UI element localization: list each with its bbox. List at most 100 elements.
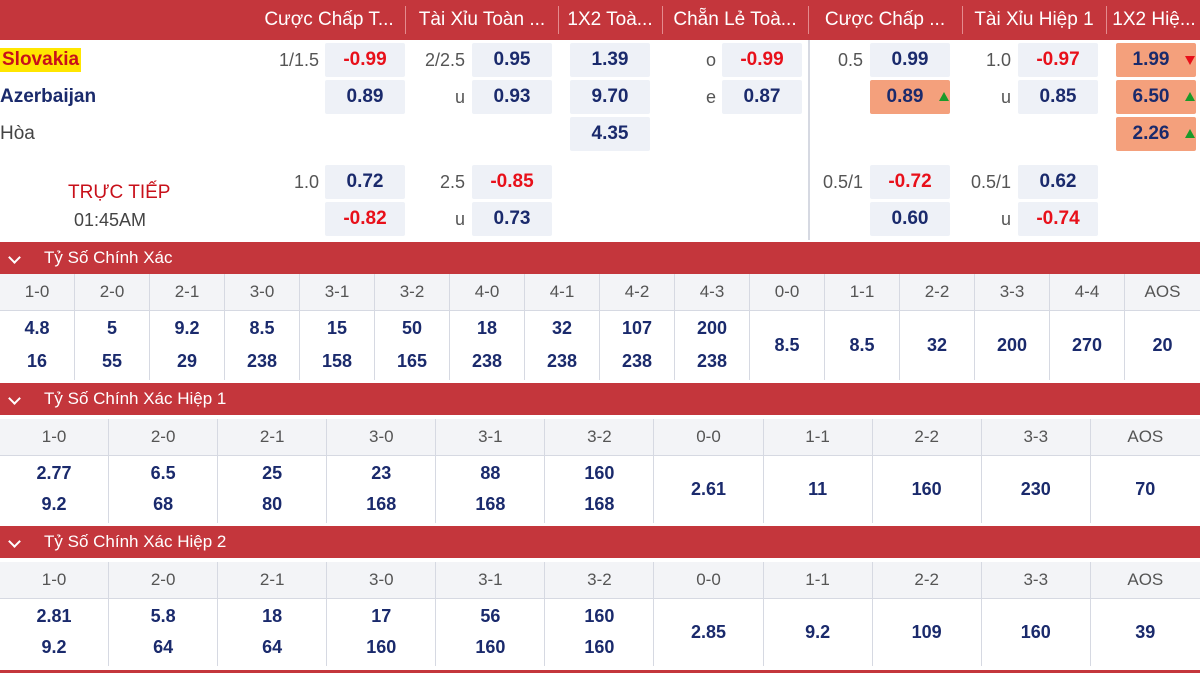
score-odds-cell[interactable]: 2.61 [654, 455, 764, 523]
home-score-odd[interactable]: 56 [480, 606, 501, 627]
away-score-odd[interactable]: 9.2 [41, 637, 67, 658]
away-score-odd[interactable]: 168 [475, 494, 506, 515]
score-odds-cell[interactable]: 5.8 64 [109, 598, 219, 666]
home-score-odd[interactable]: 107 [621, 318, 653, 339]
away-score-odd[interactable]: 55 [101, 350, 123, 371]
score-odds-cell[interactable]: 8.5 [825, 310, 900, 380]
home-score-odd[interactable]: 18 [476, 318, 498, 339]
home-score-odd[interactable]: 18 [262, 606, 283, 627]
draw-score-odd[interactable]: 11 [808, 478, 828, 499]
over-odd[interactable]: 0.95 [472, 43, 552, 77]
home-team-name[interactable]: Slovakia [0, 48, 82, 72]
home-score-odd[interactable]: 200 [696, 318, 728, 339]
score-odds-cell[interactable]: 230 [982, 455, 1091, 523]
chevron-down-icon[interactable] [8, 392, 21, 405]
under-odd[interactable]: 0.93 [472, 80, 552, 114]
draw-score-odd[interactable]: 32 [926, 334, 948, 355]
score-odds-cell[interactable]: 17 160 [327, 598, 437, 666]
away-score-odd[interactable]: 238 [621, 350, 653, 371]
away-score-odd[interactable]: 64 [262, 637, 283, 658]
draw-score-odd[interactable]: 8.5 [849, 334, 875, 355]
exact-score-half1-section-header[interactable]: Tỷ Số Chính Xác Hiệp 1 [0, 383, 1200, 415]
draw-score-odd[interactable]: 20 [1152, 334, 1173, 355]
away-score-odd[interactable]: 160 [584, 637, 615, 658]
away-score-odd[interactable]: 9.2 [41, 494, 67, 515]
score-odds-cell[interactable]: 200 [975, 310, 1050, 380]
away-score-odd[interactable]: 238 [246, 350, 278, 371]
draw-score-odd[interactable]: 109 [911, 621, 942, 642]
score-odds-cell[interactable]: 50 165 [375, 310, 450, 380]
score-odds-cell[interactable]: 109 [873, 598, 982, 666]
away-score-odd[interactable]: 16 [26, 350, 48, 371]
score-odds-cell[interactable]: 2.85 [654, 598, 764, 666]
away-score-odd[interactable]: 238 [696, 350, 728, 371]
draw-score-odd[interactable]: 9.2 [805, 621, 831, 642]
away-score-odd[interactable]: 29 [176, 350, 198, 371]
half1-over-odd[interactable]: -0.97 [1018, 43, 1098, 77]
score-odds-cell[interactable]: 8.5 [750, 310, 825, 380]
away-score-odd[interactable]: 68 [153, 494, 174, 515]
score-odds-cell[interactable]: 32 238 [525, 310, 600, 380]
away-score-odd[interactable]: 80 [262, 494, 283, 515]
home-score-odd[interactable]: 9.2 [174, 318, 200, 339]
score-odds-cell[interactable]: 160 160 [545, 598, 655, 666]
handicap-home-odd[interactable]: -0.99 [325, 43, 405, 77]
chevron-down-icon[interactable] [8, 251, 21, 264]
score-odds-cell[interactable]: 25 80 [218, 455, 328, 523]
alt-half1-handicap-home-odd[interactable]: -0.72 [870, 165, 950, 199]
chevron-down-icon[interactable] [8, 535, 21, 548]
score-odds-cell[interactable]: 160 168 [545, 455, 655, 523]
draw-score-odd[interactable]: 39 [1135, 621, 1156, 642]
header-odd-even-fulltime[interactable]: Chẵn Lẻ Toà... [673, 9, 797, 30]
score-odds-cell[interactable]: 9.2 29 [150, 310, 225, 380]
score-odds-cell[interactable]: 88 168 [436, 455, 546, 523]
home-score-odd[interactable]: 5 [106, 318, 117, 339]
score-odds-cell[interactable]: 18 238 [450, 310, 525, 380]
draw-score-odd[interactable]: 230 [1020, 478, 1051, 499]
score-odds-cell[interactable]: 15 158 [300, 310, 375, 380]
score-odds-cell[interactable]: 5 55 [75, 310, 150, 380]
score-odds-cell[interactable]: 9.2 [764, 598, 873, 666]
home-score-odd[interactable]: 2.77 [36, 463, 72, 484]
half1-1x2-draw-odd[interactable]: 2.26 [1116, 117, 1196, 151]
alt-handicap-home-odd[interactable]: 0.72 [325, 165, 405, 199]
alt-over-odd[interactable]: -0.85 [472, 165, 552, 199]
score-odds-cell[interactable]: 107 238 [600, 310, 675, 380]
home-score-odd[interactable]: 6.5 [150, 463, 176, 484]
1x2-away-odd[interactable]: 9.70 [570, 80, 650, 114]
score-odds-cell[interactable]: 11 [764, 455, 873, 523]
away-score-odd[interactable]: 160 [366, 637, 397, 658]
home-score-odd[interactable]: 160 [584, 606, 615, 627]
score-odds-cell[interactable]: 20 [1125, 310, 1200, 380]
score-odds-cell[interactable]: 56 160 [436, 598, 546, 666]
home-score-odd[interactable]: 8.5 [249, 318, 275, 339]
draw-score-odd[interactable]: 270 [1071, 334, 1103, 355]
header-handicap-half1[interactable]: Cược Chấp ... [824, 9, 946, 30]
1x2-home-odd[interactable]: 1.39 [570, 43, 650, 77]
1x2-draw-odd[interactable]: 4.35 [570, 117, 650, 151]
score-odds-cell[interactable]: 200 238 [675, 310, 750, 380]
half1-under-odd[interactable]: 0.85 [1018, 80, 1098, 114]
header-over-under-half1[interactable]: Tài Xỉu Hiệp 1 [974, 9, 1094, 30]
home-score-odd[interactable]: 88 [480, 463, 501, 484]
score-odds-cell[interactable]: 18 64 [218, 598, 328, 666]
header-handicap-fulltime[interactable]: Cược Chấp T... [264, 9, 394, 30]
header-1x2-fulltime[interactable]: 1X2 Toà... [567, 9, 653, 30]
alt-half1-over-odd[interactable]: 0.62 [1018, 165, 1098, 199]
header-1x2-half1[interactable]: 1X2 Hiệ... [1112, 9, 1196, 30]
away-score-odd[interactable]: 238 [471, 350, 503, 371]
away-team-name[interactable]: Azerbaijan [0, 86, 97, 107]
score-odds-cell[interactable]: 4.8 16 [0, 310, 75, 380]
home-score-odd[interactable]: 160 [584, 463, 615, 484]
half1-1x2-home-odd[interactable]: 1.99 [1116, 43, 1196, 77]
home-score-odd[interactable]: 15 [326, 318, 348, 339]
draw-score-odd[interactable]: 2.85 [690, 621, 727, 642]
handicap-away-odd[interactable]: 0.89 [325, 80, 405, 114]
score-odds-cell[interactable]: 270 [1050, 310, 1125, 380]
home-score-odd[interactable]: 5.8 [150, 606, 176, 627]
score-odds-cell[interactable]: 160 [873, 455, 982, 523]
score-odds-cell[interactable]: 32 [900, 310, 975, 380]
home-score-odd[interactable]: 2.81 [36, 606, 72, 627]
score-odds-cell[interactable]: 2.77 9.2 [0, 455, 110, 523]
half1-handicap-home-odd[interactable]: 0.99 [870, 43, 950, 77]
